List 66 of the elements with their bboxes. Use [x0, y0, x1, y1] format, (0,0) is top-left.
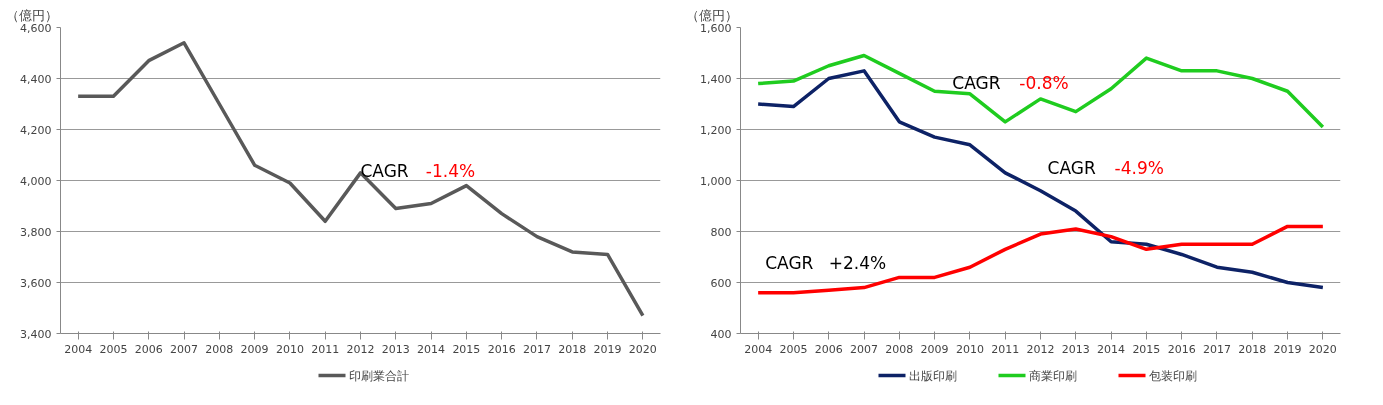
x-tick-label: 2019	[593, 342, 622, 356]
x-tick-label: 2005	[99, 342, 128, 356]
x-tick-label: 2009	[920, 342, 949, 356]
x-tick-label: 2020	[628, 342, 657, 356]
x-tick-label: 2006	[814, 342, 843, 356]
x-tick-label: 2005	[779, 342, 808, 356]
x-tick-label: 2017	[522, 342, 551, 356]
y-axis-title: （億円）	[685, 7, 738, 23]
y-tick-label: 800	[710, 225, 732, 239]
y-axis-title: （億円）	[5, 7, 58, 23]
x-tick-label: 2016	[1167, 342, 1196, 356]
annotation: CAGR	[360, 161, 409, 182]
annotation: -0.8%	[1019, 72, 1069, 93]
y-tick-label: 4,200	[20, 123, 52, 137]
y-tick-label: 1,000	[700, 174, 732, 188]
x-tick-label: 2014	[1097, 342, 1126, 356]
x-tick-label: 2009	[240, 342, 269, 356]
annotation: CAGR	[1047, 158, 1096, 179]
x-tick-label: 2017	[1202, 342, 1231, 356]
x-tick-label: 2008	[885, 342, 914, 356]
annotation: +2.4%	[828, 253, 887, 274]
x-tick-label: 2013	[381, 342, 410, 356]
legend-label: 出版印刷	[908, 368, 957, 383]
y-tick-label: 600	[710, 276, 732, 290]
legend-label: 商業印刷	[1028, 368, 1077, 383]
annotation: -4.9%	[1114, 158, 1164, 179]
x-tick-label: 2012	[1026, 342, 1055, 356]
annotation: CAGR	[765, 253, 814, 274]
x-tick-label: 2019	[1273, 342, 1302, 356]
x-tick-label: 2016	[487, 342, 516, 356]
x-tick-label: 2010	[275, 342, 304, 356]
line-series	[756, 69, 1325, 290]
x-tick-label: 2010	[955, 342, 984, 356]
legend-label: 包装印刷	[1148, 368, 1197, 383]
y-tick-label: 4,000	[20, 174, 52, 188]
y-tick-label: 1,600	[700, 21, 732, 35]
y-tick-label: 4,600	[20, 21, 52, 35]
y-tick-label: 3,600	[20, 276, 52, 290]
annotation: -1.4%	[425, 161, 476, 182]
y-tick-label: 3,800	[20, 225, 52, 239]
line-series	[756, 53, 1325, 129]
x-tick-label: 2020	[1308, 342, 1337, 356]
x-tick-label: 2013	[1061, 342, 1090, 356]
x-tick-label: 2015	[1132, 342, 1161, 356]
x-tick-label: 2007	[170, 342, 199, 356]
x-tick-label: 2014	[417, 342, 446, 356]
line-series	[76, 41, 645, 318]
y-tick-label: 4,400	[20, 72, 52, 86]
x-tick-label: 2018	[1238, 342, 1267, 356]
line-series	[756, 224, 1325, 295]
x-tick-label: 2008	[205, 342, 234, 356]
x-tick-label: 2011	[311, 342, 340, 356]
x-tick-label: 2011	[991, 342, 1020, 356]
annotation: CAGR	[952, 72, 1001, 93]
x-tick-label: 2012	[346, 342, 375, 356]
x-tick-label: 2007	[850, 342, 879, 356]
x-tick-label: 2018	[558, 342, 587, 356]
y-tick-label: 400	[710, 327, 732, 341]
x-tick-label: 2015	[452, 342, 481, 356]
x-tick-label: 2004	[744, 342, 773, 356]
x-tick-label: 2004	[64, 342, 93, 356]
y-tick-label: 3,400	[20, 327, 52, 341]
x-tick-label: 2006	[134, 342, 163, 356]
legend-label: 印刷業合計	[348, 368, 409, 383]
y-tick-label: 1,200	[700, 123, 732, 137]
y-tick-label: 1,400	[700, 72, 732, 86]
